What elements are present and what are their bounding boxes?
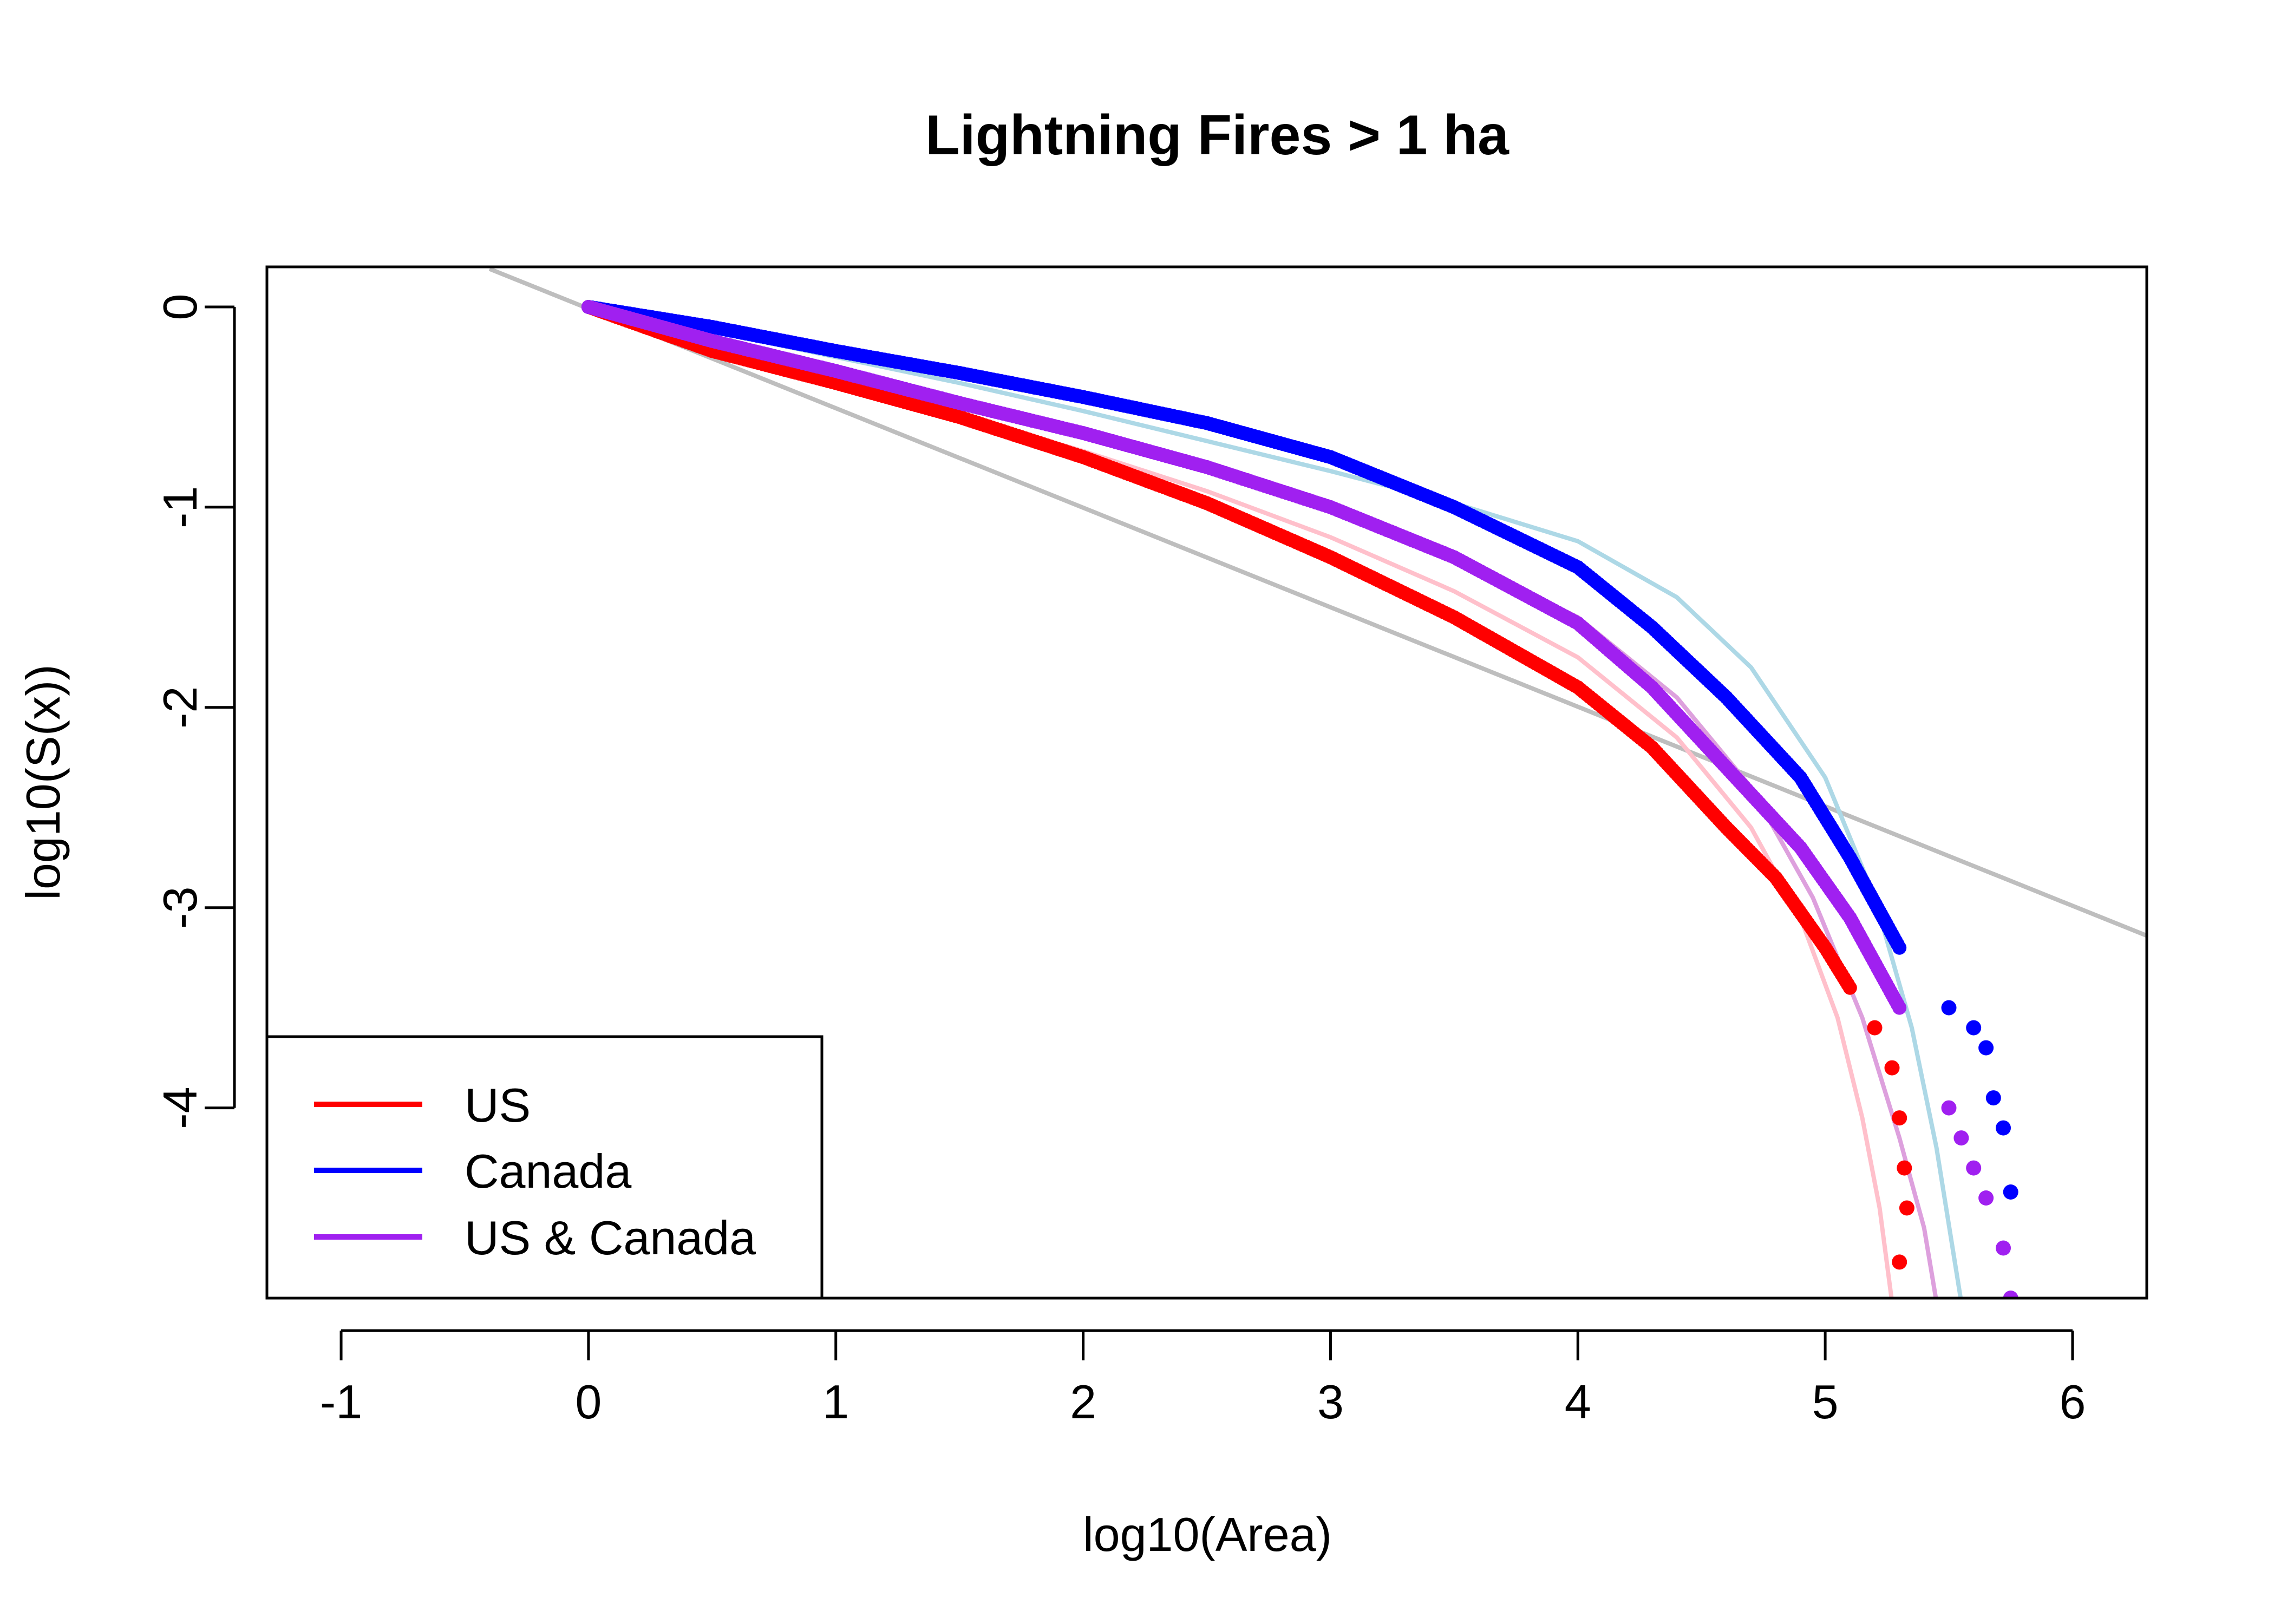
data-point-us bbox=[1884, 1060, 1900, 1076]
data-point-us bbox=[1892, 1110, 1907, 1126]
x-tick-label: 4 bbox=[1565, 1375, 1591, 1429]
data-point-us-canada bbox=[1966, 1160, 1982, 1176]
legend-label-canada: Canada bbox=[465, 1144, 631, 1198]
data-point-us bbox=[1899, 1200, 1914, 1216]
data-point-canada bbox=[1966, 1020, 1982, 1036]
reference-line-layer bbox=[488, 267, 2147, 938]
x-tick-label: 5 bbox=[1812, 1375, 1839, 1429]
x-tick-label: -1 bbox=[320, 1375, 362, 1429]
reference-line bbox=[488, 267, 2147, 938]
data-points-layer bbox=[581, 300, 2018, 1298]
data-point-us-canada bbox=[1978, 1190, 1994, 1206]
data-point-us-canada bbox=[1953, 1130, 1969, 1146]
data-point-canada bbox=[1978, 1040, 1994, 1056]
x-tick-label: 3 bbox=[1317, 1375, 1344, 1429]
x-tick-label: 2 bbox=[1070, 1375, 1096, 1429]
x-tick-label: 1 bbox=[822, 1375, 849, 1429]
data-point-canada bbox=[1892, 940, 1907, 955]
y-axis: 0 -1 -2 -3 -4 bbox=[153, 294, 236, 1129]
y-tick-label: -4 bbox=[153, 1086, 207, 1129]
data-point-canada bbox=[2003, 1184, 2018, 1200]
x-axis-label: log10(Area) bbox=[1083, 1508, 1332, 1561]
chart-title: Lightning Fires > 1 ha bbox=[925, 104, 1510, 167]
data-point-canada bbox=[1985, 1090, 2001, 1106]
data-point-us bbox=[1892, 1254, 1907, 1270]
data-point-us-canada bbox=[1941, 1100, 1957, 1116]
data-point-us bbox=[1897, 1160, 1912, 1176]
data-point-canada bbox=[1996, 1120, 2011, 1136]
data-point-us-canada bbox=[2003, 1291, 2018, 1298]
legend-label-us: US bbox=[465, 1078, 531, 1132]
x-tick-label: 6 bbox=[2059, 1375, 2086, 1429]
data-point-us-canada bbox=[1996, 1240, 2011, 1256]
y-axis-label: log10(S(x)) bbox=[16, 664, 70, 900]
x-axis: -1 0 1 2 3 4 5 6 bbox=[320, 1329, 2086, 1429]
fit-curve-canada bbox=[588, 305, 1963, 1298]
data-point-canada bbox=[1941, 1000, 1957, 1016]
legend-box bbox=[265, 1035, 824, 1300]
y-tick-label: -1 bbox=[153, 486, 207, 528]
data-point-us bbox=[1842, 980, 1857, 995]
legend: US Canada US & Canada bbox=[265, 1035, 824, 1300]
y-tick-label: 0 bbox=[153, 294, 207, 320]
data-point-us-canada bbox=[1892, 1000, 1907, 1015]
y-tick-label: -2 bbox=[153, 686, 207, 729]
plot-frame bbox=[265, 265, 2148, 1300]
legend-label-us-canada: US & Canada bbox=[465, 1211, 756, 1265]
x-tick-label: 0 bbox=[575, 1375, 602, 1429]
y-tick-label: -3 bbox=[153, 887, 207, 929]
data-point-us bbox=[1867, 1020, 1883, 1036]
